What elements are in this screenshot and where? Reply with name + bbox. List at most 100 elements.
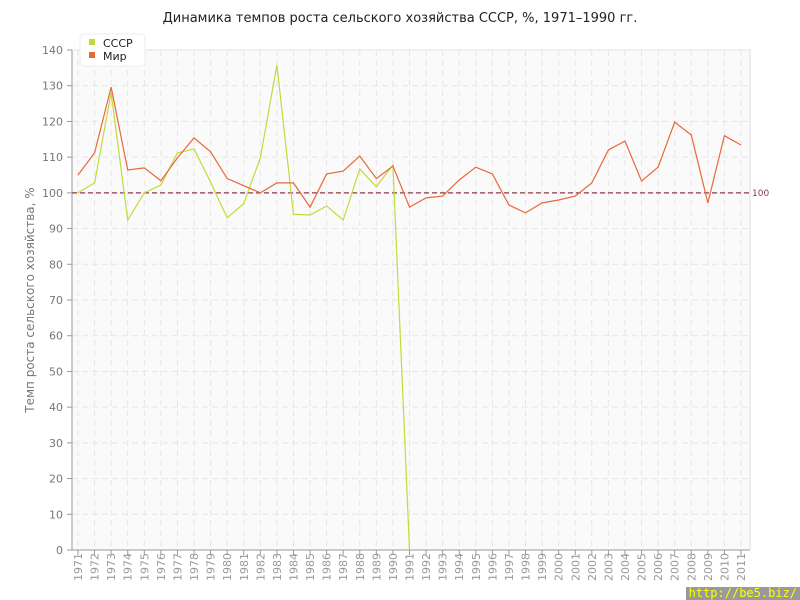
x-tick-label: 1990: [387, 553, 400, 581]
y-tick-label: 30: [49, 437, 63, 450]
x-tick-label: 1979: [205, 553, 218, 581]
data-point: [641, 180, 643, 182]
y-tick-label: 100: [42, 187, 63, 200]
data-point: [740, 144, 742, 146]
data-point: [276, 182, 278, 184]
data-point: [94, 152, 96, 154]
x-tick-label: 2011: [735, 553, 748, 581]
legend-box: [79, 33, 146, 67]
data-point: [77, 192, 79, 194]
series-line-world: [77, 86, 742, 214]
data-point: [359, 155, 361, 157]
chart-title: Динамика темпов роста сельского хозяйств…: [163, 11, 638, 26]
data-point: [94, 182, 96, 184]
y-tick-label: 120: [42, 115, 63, 128]
x-tick-label: 1980: [221, 553, 234, 581]
data-point: [624, 140, 626, 142]
series-line-ussr: [77, 64, 411, 551]
data-point: [259, 192, 261, 194]
data-point: [392, 165, 394, 167]
x-tick-label: 2002: [586, 553, 599, 581]
data-point: [591, 182, 593, 184]
y-tick-label: 140: [42, 44, 63, 57]
data-point: [342, 170, 344, 172]
data-point: [110, 86, 112, 88]
y-tick-label: 50: [49, 365, 63, 378]
x-tick-label: 1991: [404, 553, 417, 581]
x-tick-label: 1992: [420, 553, 433, 581]
y-tick-label: 110: [42, 151, 63, 164]
x-tick-label: 1983: [271, 553, 284, 581]
data-point: [210, 151, 212, 153]
x-tick-label: 2005: [636, 553, 649, 581]
x-tick-label: 1977: [171, 553, 184, 581]
x-tick-label: 2000: [553, 553, 566, 581]
data-point: [707, 202, 709, 204]
x-tick-label: 2003: [602, 553, 615, 581]
data-point: [674, 121, 676, 123]
data-point: [359, 168, 361, 170]
x-tick-label: 1988: [354, 553, 367, 581]
x-tick-label: 1973: [105, 553, 118, 581]
data-point: [342, 219, 344, 221]
data-point: [326, 173, 328, 175]
data-point: [309, 206, 311, 208]
x-tick-label: 2004: [619, 553, 632, 581]
data-point: [525, 212, 527, 214]
x-tick-label: 1994: [453, 553, 466, 581]
x-tick-label: 2008: [685, 553, 698, 581]
x-tick-label: 1989: [370, 553, 383, 581]
legend-swatch: [89, 52, 95, 58]
y-tick-label: 90: [49, 223, 63, 236]
legend-label: Мир: [103, 50, 127, 63]
x-tick-label: 1981: [238, 553, 251, 581]
x-tick-label: 2001: [569, 553, 582, 581]
data-point: [77, 174, 79, 176]
y-axis-label: Темп роста сельского хозяйства, %: [23, 187, 37, 413]
y-tick-label: 80: [49, 258, 63, 271]
data-point: [226, 178, 228, 180]
data-point: [409, 206, 411, 208]
y-tick-label: 40: [49, 401, 63, 414]
data-point: [143, 192, 145, 194]
x-tick-label: 1984: [287, 553, 300, 581]
data-point: [127, 219, 129, 221]
x-tick-label: 2009: [702, 553, 715, 581]
data-point: [558, 199, 560, 201]
data-point: [193, 148, 195, 150]
x-tick-label: 2010: [718, 553, 731, 581]
x-tick-label: 1978: [188, 553, 201, 581]
data-point: [259, 157, 261, 159]
y-tick-label: 10: [49, 508, 63, 521]
data-point: [657, 166, 659, 168]
x-tick-label: 1993: [437, 553, 450, 581]
data-point: [723, 135, 725, 137]
data-point: [442, 195, 444, 197]
reference-line-label: 100: [752, 189, 769, 199]
data-point: [541, 202, 543, 204]
y-tick-label: 70: [49, 294, 63, 307]
x-tick-label: 1987: [337, 553, 350, 581]
legend-label: СССР: [103, 37, 133, 50]
legend-swatch: [89, 39, 95, 45]
y-tick-label: 20: [49, 473, 63, 486]
x-tick-label: 1971: [72, 553, 85, 581]
x-tick-label: 1972: [89, 553, 102, 581]
x-tick-label: 2006: [652, 553, 665, 581]
data-point: [607, 149, 609, 151]
data-point: [475, 166, 477, 168]
data-point: [375, 186, 377, 188]
y-tick-label: 60: [49, 330, 63, 343]
x-tick-label: 1998: [520, 553, 533, 581]
data-point: [409, 549, 411, 551]
x-tick-label: 1982: [254, 553, 267, 581]
data-point: [160, 180, 162, 182]
x-tick-label: 1985: [304, 553, 317, 581]
x-tick-label: 1974: [122, 553, 135, 581]
x-tick-label: 1995: [470, 553, 483, 581]
x-tick-label: 1999: [536, 553, 549, 581]
data-point: [375, 178, 377, 180]
data-point: [326, 205, 328, 207]
